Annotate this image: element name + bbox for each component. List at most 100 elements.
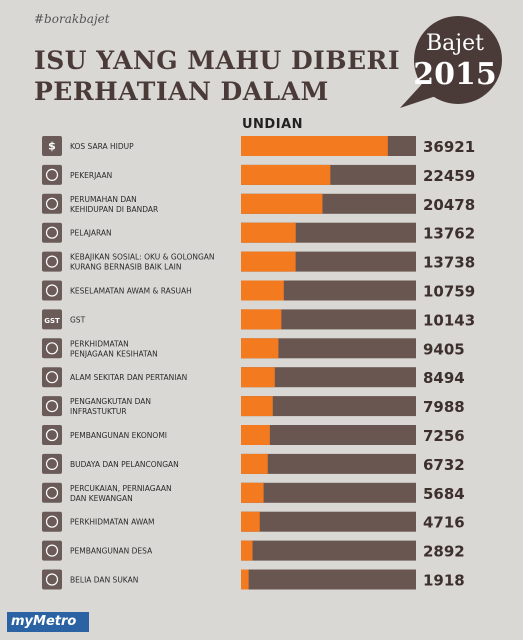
value-label: 13762 [423,225,475,243]
icon-glyph [45,486,59,499]
speech-bubble [400,16,502,108]
category-label: PENJAGAAN KESIHATAN [70,349,158,358]
bar-row: PEMBANGUNAN DESA 2892 [42,540,465,561]
graduation-cap-icon [42,222,62,243]
icon-glyph [45,284,59,297]
bar-track [241,367,416,388]
bar-row: ALAM SEKITAR DAN PERTANIAN 8494 [42,367,465,388]
bar [241,396,273,417]
bar-track [241,280,416,301]
icon-glyph [45,168,59,181]
bar [241,511,260,532]
title-line-1: ISU YANG MAHU DIBERI [34,46,401,75]
rural-house-icon [42,540,62,561]
briefcase-icon [42,164,62,185]
bar [241,164,331,185]
value-label: 9405 [423,340,465,358]
icon-glyph [45,371,59,384]
category-label: PERUMAHAN DAN [70,195,137,204]
value-label: 10759 [423,283,475,301]
bar [241,540,253,561]
icon-glyph [45,197,59,210]
bar-track [241,309,416,330]
icon-glyph [45,573,59,586]
bar-row: $ KOS SARA HIDUP 36921 [42,136,475,156]
bar-track [241,482,416,503]
bar [241,482,264,503]
value-label: 1918 [423,572,465,590]
value-label: 2892 [423,543,465,561]
heart-plus-icon [42,338,62,359]
bubble-word: Bajet [426,31,484,56]
category-label: BUDAYA DAN PELANCONGAN [70,460,179,469]
bar-track [241,396,416,417]
bar-track [241,425,416,445]
bar-row: PEKERJAAN 22459 [42,164,475,185]
category-label: PERKHIDMATAN AWAM [70,518,155,527]
category-label: KESELAMATAN AWAM & RASUAH [70,287,192,296]
category-label: DAN KEWANGAN [70,494,133,503]
icon-glyph: GST [44,317,60,325]
bar-row: GST GST 10143 [42,309,475,330]
icon-glyph: $ [48,140,56,153]
leaf-icon [42,367,62,388]
category-label: ALAM SEKITAR DAN PERTANIAN [70,373,187,382]
bar-row: PEMBANGUNAN EKONOMI 7256 [42,425,465,445]
value-label: 20478 [423,196,475,214]
bar [241,367,275,388]
value-label: 13738 [423,254,475,272]
handshake-icon [42,511,62,532]
value-label: 10143 [423,311,475,329]
bar [241,222,296,243]
value-label: 22459 [423,167,475,185]
bar [241,309,282,330]
icon-glyph [45,226,59,239]
category-label: KOS SARA HIDUP [70,142,134,151]
icon-glyph [45,515,59,528]
icon-glyph [45,255,59,268]
city-building-icon [42,193,62,214]
value-axis-label: UNDIAN [242,117,304,132]
coins-icon [42,482,62,503]
bar [241,193,323,214]
bridge-icon [42,396,62,417]
icon-glyph [45,544,59,557]
bar-track [241,569,416,590]
bar-track [241,540,416,561]
value-label: 7256 [423,427,465,445]
category-label: PENGANGKUTAN DAN [70,397,151,406]
icon-glyph [45,428,59,442]
icon-glyph [45,342,59,355]
category-label: BELIA DAN SUKAN [70,576,138,585]
value-label: 4716 [423,514,465,532]
bar-row: KESELAMATAN AWAM & RASUAH 10759 [42,280,475,301]
bar-row: BELIA DAN SUKAN 1918 [42,569,465,590]
icon-glyph [45,400,59,413]
wheelchair-icon [42,251,62,272]
bar [241,338,279,359]
bar-row: PERKHIDMATAN AWAM 4716 [42,511,465,532]
bar [241,425,270,445]
icon-glyph [45,457,59,470]
category-label: KEHIDUPAN DI BANDAR [70,205,158,214]
value-label: 8494 [423,369,465,387]
category-label: PEMBANGUNAN EKONOMI [70,431,167,440]
category-label: PERCUKAIAN, PERNIAGAAN [70,484,172,493]
value-label: 36921 [423,138,475,156]
value-label: 6732 [423,456,465,474]
category-label: PEMBANGUNAN DESA [70,547,153,556]
bar-row: PELAJARAN 13762 [42,222,475,243]
growth-chart-icon [42,425,62,445]
category-label: KEBAJIKAN SOSIAL: OKU & GOLONGAN [70,253,215,262]
category-label: PELAJARAN [70,229,112,238]
bubble-year: 2015 [413,57,497,92]
category-label: PEKERJAAN [70,171,112,180]
mymetro-logo: myMetro [7,612,89,632]
bar-track [241,453,416,474]
ball-icon [42,569,62,590]
bar [241,453,268,474]
